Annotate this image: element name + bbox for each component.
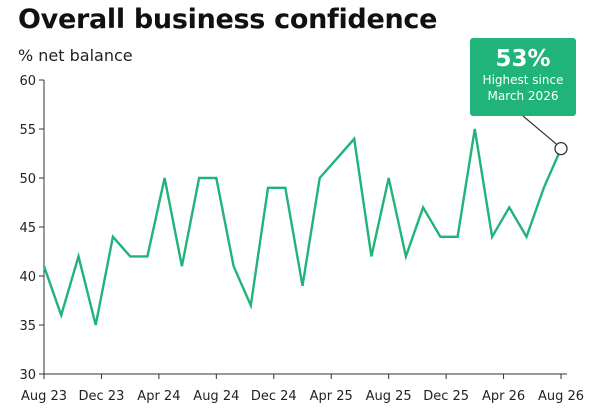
x-tick-label: Apr 24 — [137, 389, 180, 404]
y-tick-label: 35 — [19, 319, 36, 334]
annotation-callout: 53% Highest since March 2026 — [470, 38, 576, 116]
x-tick-label: Aug 23 — [21, 389, 67, 404]
x-tick-label: Dec 24 — [251, 389, 297, 404]
y-tick-label: 60 — [19, 74, 36, 89]
x-tick-label: Apr 25 — [310, 389, 353, 404]
y-tick-label: 55 — [19, 123, 36, 138]
chart-title: Overall business confidence — [18, 4, 438, 35]
annotation-value: 53% — [495, 46, 551, 72]
y-tick-label: 40 — [19, 270, 36, 285]
y-tick-label: 50 — [19, 172, 36, 187]
annotation-line-2: March 2026 — [487, 89, 559, 103]
x-tick-label: Dec 25 — [423, 389, 469, 404]
highlight-marker — [554, 141, 568, 156]
x-tick-label: Aug 25 — [366, 389, 412, 404]
x-tick-label: Aug 26 — [538, 389, 584, 404]
annotation-line-1: Highest since — [482, 73, 564, 87]
annotation-leader-line — [522, 115, 558, 146]
data-line — [42, 128, 563, 326]
x-tick-label: Dec 23 — [79, 389, 125, 404]
y-tick-label: 45 — [19, 221, 36, 236]
y-tick-label: 30 — [19, 368, 36, 383]
y-axis-label: % net balance — [18, 46, 133, 65]
x-tick-label: Apr 26 — [482, 389, 525, 404]
x-tick-label: Aug 24 — [193, 389, 239, 404]
